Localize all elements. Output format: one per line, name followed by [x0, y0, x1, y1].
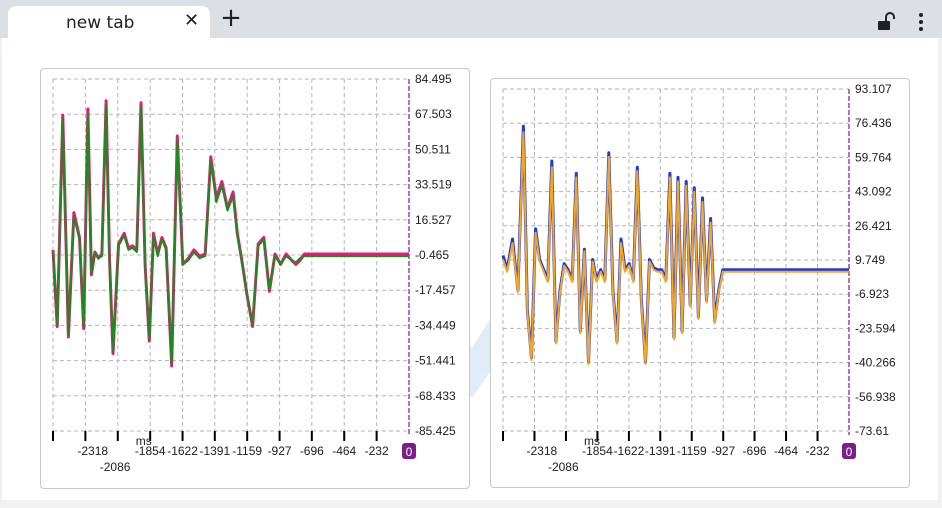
x-tick-label: -1854	[135, 444, 166, 458]
unlocked-padlock-icon[interactable]	[876, 12, 896, 32]
cursor-badge[interactable]	[842, 443, 856, 459]
x-tick-label: -927	[268, 444, 292, 458]
tab-new-tab[interactable]: new tab ✕	[8, 6, 210, 38]
x-tick-label: -1622	[167, 444, 198, 458]
tab-title: new tab	[66, 13, 135, 33]
close-icon[interactable]: ✕	[184, 10, 200, 31]
x-tick-label: -1159	[677, 444, 707, 458]
x-tick-label: -232	[365, 444, 389, 458]
x-axis-label: ms	[136, 434, 152, 448]
x-tick-label: -2086	[548, 460, 579, 474]
y-tick-label: -40.266	[855, 356, 896, 370]
x-tick-label: -2318	[526, 444, 557, 458]
x-tick-label: -696	[743, 444, 767, 458]
x-tick-label: -696	[300, 444, 324, 458]
chart-right[interactable]: 93.107 76.436 59.764 43.092 26.421 9.749 -6.92…	[491, 79, 909, 487]
chart-panel-right: 93.107 76.436 59.764 43.092 26.421 9.749 -6.92…	[490, 78, 910, 488]
y-tick-label: 67.503	[415, 107, 452, 121]
y-tick-label: -17.457	[415, 283, 456, 297]
y-tick-label: -23.594	[855, 321, 896, 335]
plus-icon[interactable]: +	[220, 3, 242, 33]
y-tick-label: 16.527	[415, 213, 452, 227]
x-axis-label: ms	[584, 434, 600, 448]
cursor-badge-label: 0	[406, 445, 413, 459]
series-line-2	[52, 103, 409, 365]
y-tick-label: -51.441	[415, 354, 456, 368]
y-tick-label: 93.107	[855, 82, 892, 96]
y-tick-label: 59.764	[855, 150, 892, 164]
x-tick-label: -1622	[614, 444, 645, 458]
cursor-badge-label: 0	[846, 445, 853, 459]
x-tick-label: -464	[774, 444, 798, 458]
chart-left[interactable]: 84.495 67.503 50.511 33.519 16.527 -0.465 -17.…	[41, 69, 469, 488]
x-tick-label: -2318	[77, 444, 108, 458]
chart-panel-left: 84.495 67.503 50.511 33.519 16.527 -0.465 -17.…	[40, 68, 470, 489]
page-canvas: 84.495 67.503 50.511 33.519 16.527 -0.465 -17.…	[2, 38, 938, 500]
vertical-dots-menu-icon[interactable]	[914, 12, 928, 32]
y-tick-label: 33.519	[415, 178, 452, 192]
cursor-badge[interactable]	[402, 443, 416, 459]
x-tick-label: -1159	[232, 444, 262, 458]
page-content: 84.495 67.503 50.511 33.519 16.527 -0.465 -17.…	[0, 38, 942, 508]
x-tick-label: -232	[806, 444, 830, 458]
x-tick-label: -2086	[100, 460, 131, 474]
series-line-2	[502, 131, 849, 366]
x-tick-label: -464	[332, 444, 356, 458]
y-tick-label: -68.433	[415, 389, 456, 403]
y-tick-label: 50.511	[415, 142, 451, 156]
y-tick-label: 9.749	[855, 253, 885, 267]
y-tick-label: -73.61	[855, 424, 889, 438]
y-tick-label: 43.092	[855, 185, 892, 199]
y-tick-label: 76.436	[855, 116, 892, 130]
y-tick-label: -6.923	[855, 287, 889, 301]
y-tick-label: -0.465	[415, 248, 449, 262]
y-tick-label: -56.938	[855, 390, 896, 404]
y-tick-label: -85.425	[415, 424, 456, 438]
x-tick-label: -1854	[582, 444, 613, 458]
y-tick-label: -34.449	[415, 318, 456, 332]
series-line-1	[501, 124, 849, 364]
tab-bar: new tab ✕ +	[0, 0, 942, 38]
x-tick-label: -927	[711, 444, 735, 458]
x-tick-label: -1391	[645, 444, 676, 458]
x-tick-label: -1391	[199, 444, 230, 458]
y-tick-label: 26.421	[855, 219, 892, 233]
y-tick-label: 84.495	[415, 72, 452, 86]
